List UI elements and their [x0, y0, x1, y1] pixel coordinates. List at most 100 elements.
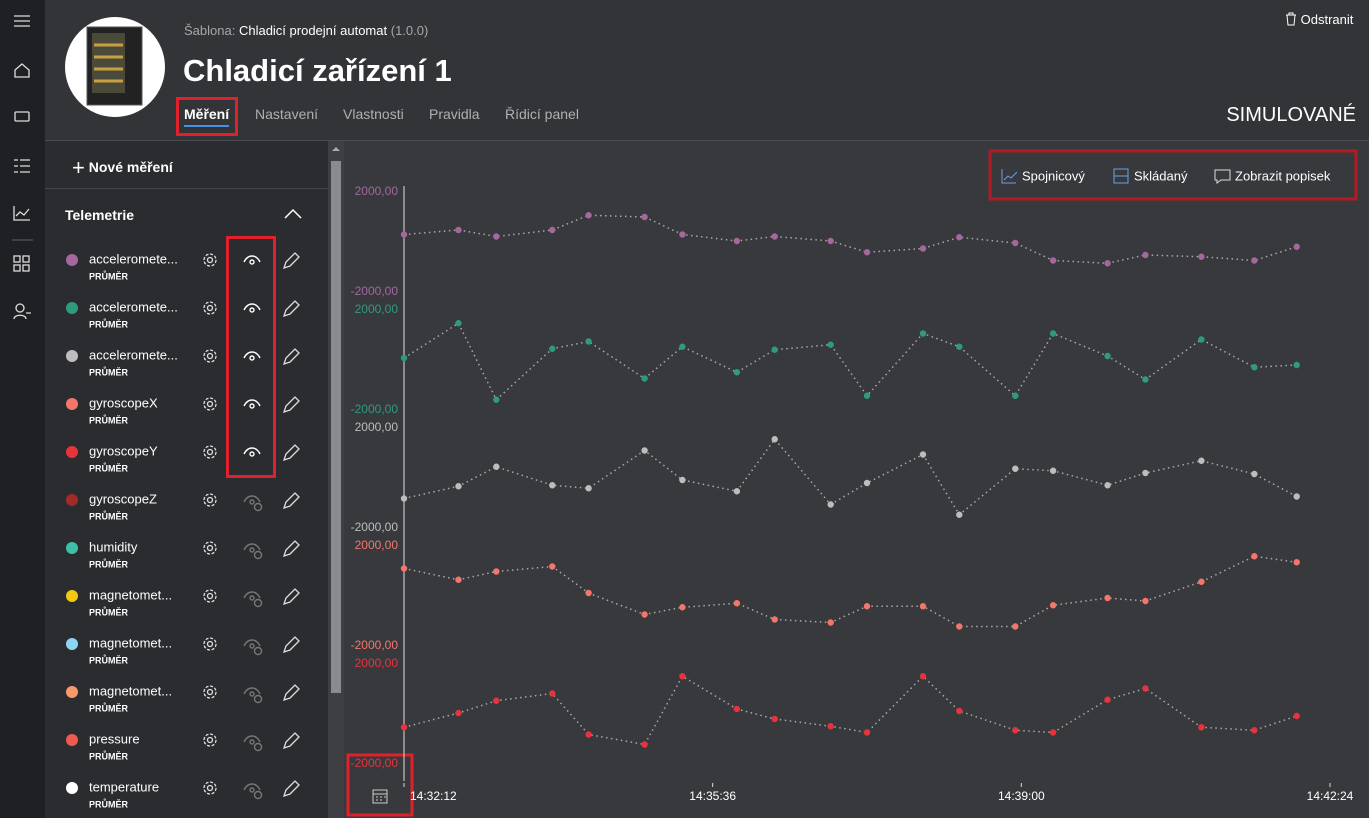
stack-icon [1113, 168, 1129, 184]
series-color-dot [66, 350, 78, 362]
new-measurement-button[interactable]: + Nové měření [72, 155, 173, 180]
device-avatar [65, 17, 165, 117]
tab[interactable]: Vlastnosti [343, 106, 404, 122]
edit-icon[interactable] [282, 732, 300, 750]
series-aggregate: PRŮMĚR [89, 510, 129, 521]
eye [243, 543, 261, 551]
x-tick-label: 14:35:36 [689, 789, 736, 803]
edit-icon[interactable] [282, 396, 300, 414]
tab[interactable]: Řídicí panel [505, 106, 579, 122]
data-point [1104, 594, 1111, 602]
visibility-toggle[interactable] [243, 351, 261, 361]
edit-icon[interactable] [282, 492, 300, 510]
data-point [585, 212, 592, 219]
visibility-toggle[interactable] [243, 303, 261, 313]
tab[interactable]: Nastavení [255, 106, 319, 122]
series-color-dot [66, 254, 78, 266]
toolbar-button[interactable]: Zobrazit popisek [1214, 168, 1331, 184]
trash-icon [1286, 12, 1296, 26]
visibility-toggle[interactable] [243, 255, 261, 265]
series-aggregate: PRŮMĚR [89, 318, 129, 329]
tab[interactable]: Měření [184, 106, 230, 127]
data-point [493, 568, 500, 575]
series-aggregate: PRŮMĚR [89, 414, 129, 425]
data-point [1012, 727, 1019, 734]
visibility-toggle[interactable] [243, 639, 263, 656]
data-point [1251, 364, 1258, 371]
data-point [679, 476, 686, 484]
visibility-toggle[interactable] [243, 447, 261, 457]
edit-icon[interactable] [282, 444, 300, 462]
settings-icon[interactable] [203, 589, 217, 603]
pupil [249, 691, 255, 697]
tab[interactable]: Pravidla [429, 106, 480, 122]
settings-icon[interactable] [203, 685, 217, 699]
scroll-arrow [332, 147, 340, 151]
data-point [956, 707, 963, 715]
edit-icon[interactable] [282, 636, 300, 654]
series-color-dot [66, 494, 78, 506]
gear-hub [206, 544, 214, 552]
visibility-toggle[interactable] [243, 783, 263, 800]
y-tick-label: 2000,00 [355, 420, 399, 434]
scrollbar[interactable] [328, 141, 344, 818]
edit-icon[interactable] [282, 780, 300, 798]
edit-icon[interactable] [282, 540, 300, 558]
settings-icon[interactable] [203, 445, 217, 459]
series-color-dot [66, 302, 78, 314]
data-point [585, 589, 592, 597]
edit-icon[interactable] [282, 588, 300, 606]
series-name: pressure [89, 731, 140, 746]
x-tick-label: 14:42:24 [1307, 789, 1354, 803]
visibility-toggle[interactable] [243, 495, 263, 512]
pupil [249, 739, 255, 745]
data-point [679, 604, 686, 611]
data-point [771, 233, 778, 240]
data-point [1251, 727, 1258, 734]
visibility-toggle[interactable] [243, 735, 263, 752]
gear-ring [203, 253, 217, 267]
settings-icon[interactable] [203, 781, 217, 795]
settings-icon[interactable] [203, 301, 217, 315]
settings-icon[interactable] [203, 349, 217, 363]
highlight-box [176, 97, 238, 136]
edit-icon[interactable] [282, 348, 300, 366]
data-point [493, 697, 500, 704]
y-tick-label: -2000,00 [351, 638, 399, 652]
data-point [827, 723, 834, 730]
settings-icon[interactable] [203, 733, 217, 747]
template-version: (1.0.0) [390, 23, 429, 38]
visibility-toggle[interactable] [243, 687, 263, 704]
data-point [827, 237, 834, 245]
data-point [679, 343, 686, 350]
data-point [827, 501, 834, 508]
data-point [919, 245, 927, 252]
highlight-box [346, 753, 414, 817]
collapse-icon[interactable] [283, 207, 303, 221]
edit-icon[interactable] [282, 252, 300, 270]
edit-icon[interactable] [282, 684, 300, 702]
data-point [1049, 257, 1057, 264]
gear-hub [206, 736, 214, 744]
eye [243, 399, 261, 407]
settings-icon[interactable] [203, 541, 217, 555]
eye [243, 351, 261, 359]
delete-button[interactable]: Odstranit [1285, 12, 1353, 27]
settings-icon[interactable] [203, 397, 217, 411]
visibility-toggle[interactable] [243, 591, 263, 608]
gear-ring [203, 541, 217, 555]
edit-icon[interactable] [282, 300, 300, 318]
data-point [1293, 559, 1300, 566]
visibility-toggle[interactable] [243, 399, 261, 409]
toolbar-button[interactable]: Spojnicový [1001, 168, 1085, 184]
settings-icon[interactable] [203, 253, 217, 267]
series-name: gyroscopeY [89, 443, 158, 458]
data-point [1104, 352, 1111, 360]
data-point [771, 715, 778, 723]
settings-icon[interactable] [203, 493, 217, 507]
visibility-toggle[interactable] [243, 543, 263, 560]
toolbar-button[interactable]: Skládaný [1113, 168, 1188, 184]
calendar-icon[interactable] [372, 789, 388, 804]
settings-icon[interactable] [203, 637, 217, 651]
data-point [1049, 729, 1057, 736]
